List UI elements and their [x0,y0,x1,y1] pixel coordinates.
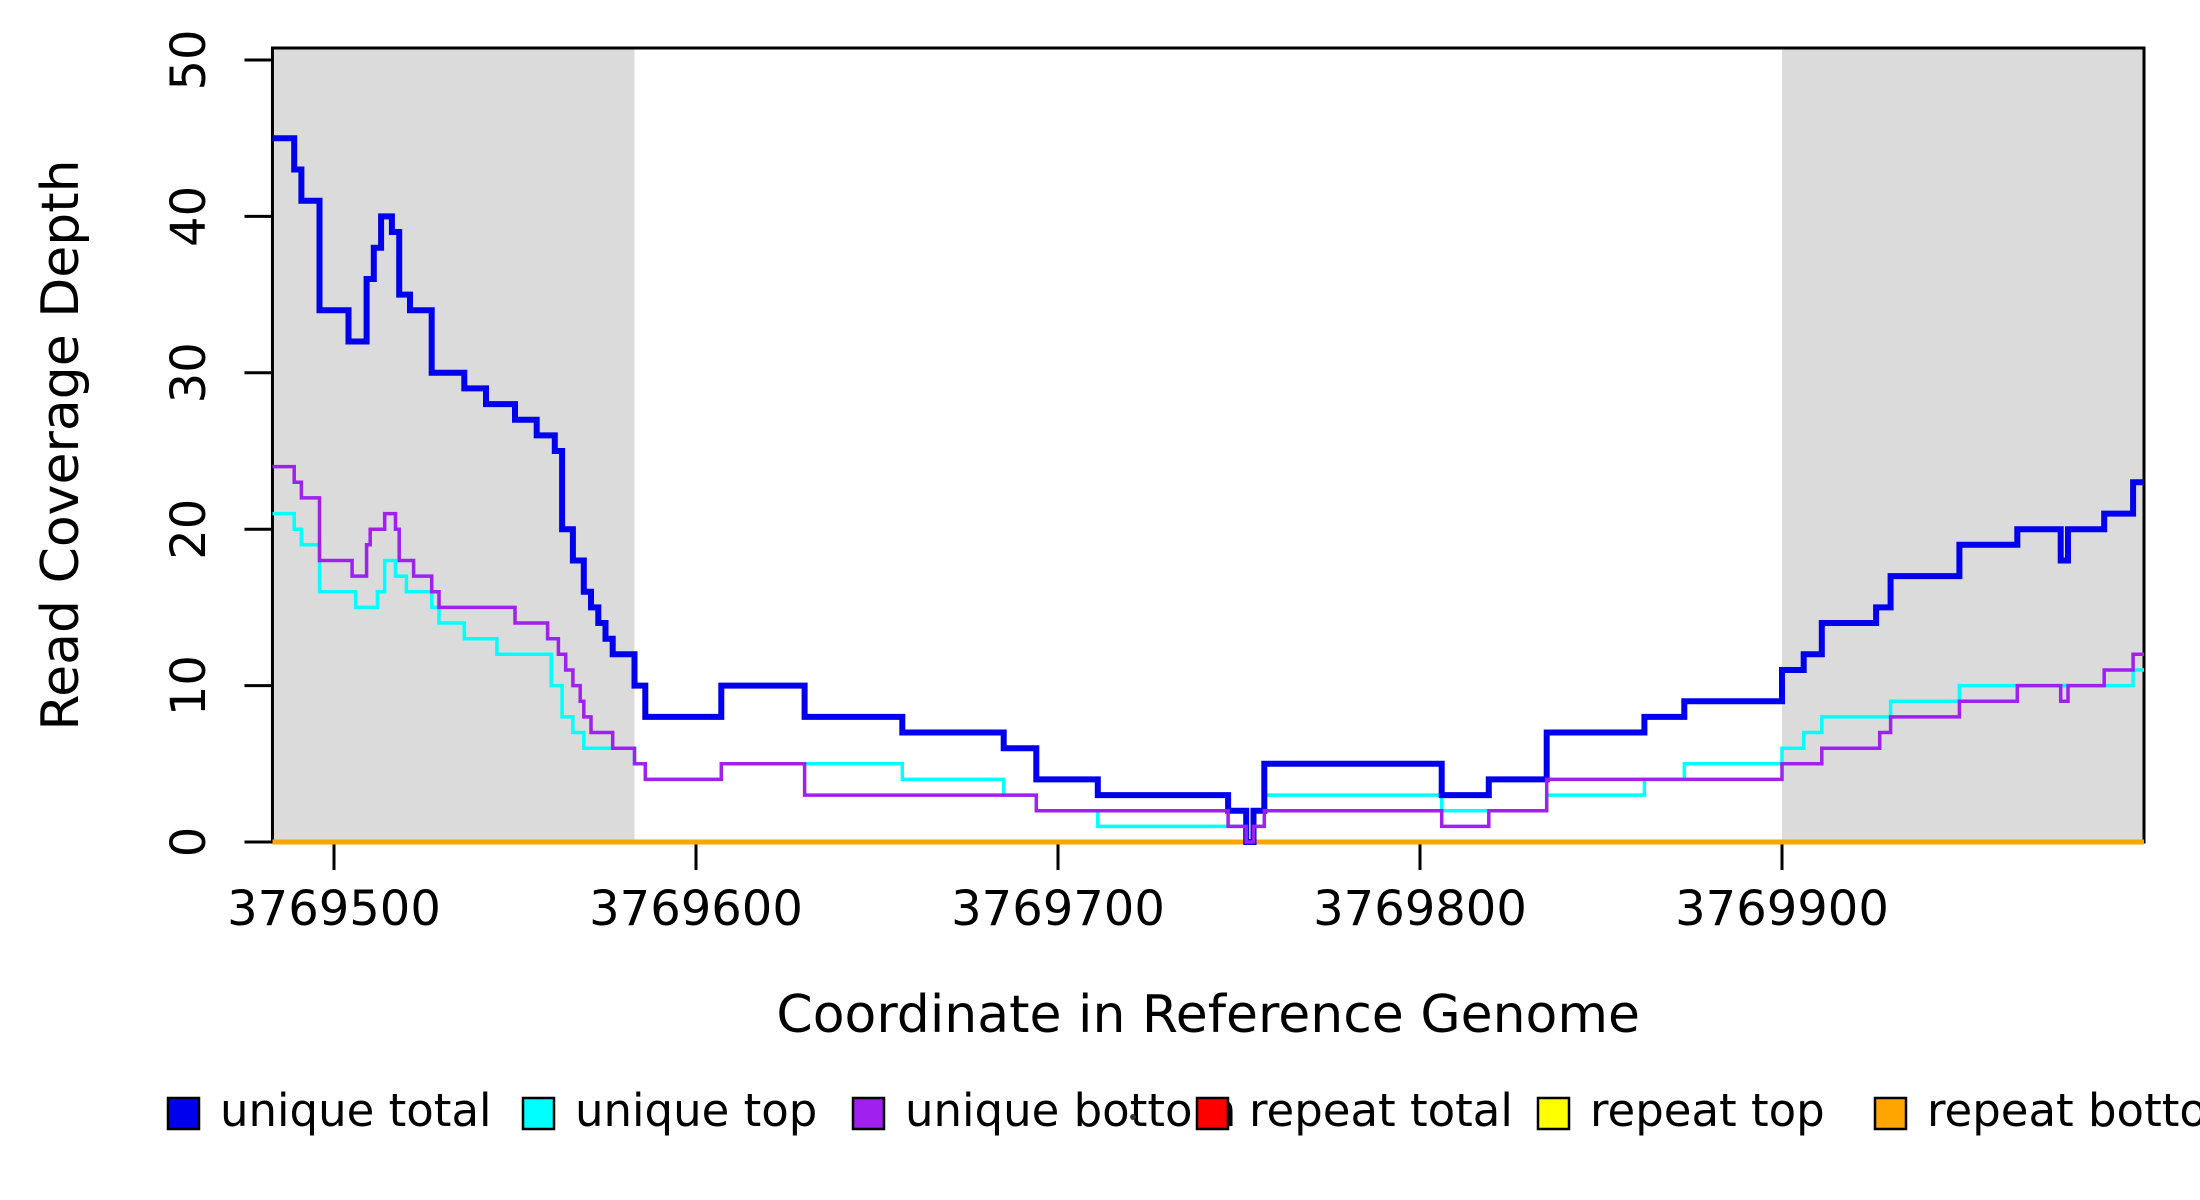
y-axis-tick-label: 20 [161,499,217,560]
left-repeat-region [272,48,635,842]
x-axis-title: Coordinate in Reference Genome [776,985,1640,1045]
legend-swatch-unique-top [521,1096,556,1131]
legend-swatch-repeat-bottom [1873,1096,1908,1131]
legend-swatch-repeat-total [1195,1096,1230,1131]
y-axis-tick-label: 10 [161,655,217,716]
x-axis-tick-label: 3769800 [1313,881,1527,937]
legend-label-repeat-top: repeat top [1590,1084,1825,1137]
legend-swatch-unique-total [166,1096,201,1131]
series-unique-bottom [272,464,2144,844]
x-axis-tick-label: 3769700 [951,881,1165,937]
y-axis-tick-label: 40 [161,186,217,247]
series-unique-total [272,135,2144,845]
y-axis-tick-label: 30 [161,342,217,403]
x-axis-tick-label: 3769900 [1675,881,1889,937]
right-repeat-region [1782,48,2144,842]
legend-label-repeat-bottom: repeat bottom [1927,1084,2200,1137]
x-axis-tick-label: 3769500 [227,881,441,937]
x-axis-tick-label: 3769600 [589,881,803,937]
legend-swatch-repeat-top [1536,1096,1571,1131]
legend-swatch-unique-bottom [851,1096,886,1131]
legend-label-repeat-total: repeat total [1249,1084,1513,1137]
y-axis-tick-label: 0 [161,827,217,858]
stray-dot [1130,1114,1136,1120]
y-axis-title: Read Coverage Depth [31,159,91,730]
legend-label-unique-top: unique top [575,1084,817,1137]
legend-label-unique-total: unique total [220,1084,492,1137]
y-axis-tick-label: 50 [161,29,217,90]
legend-label-unique-bottom: unique bottom [905,1084,1236,1137]
